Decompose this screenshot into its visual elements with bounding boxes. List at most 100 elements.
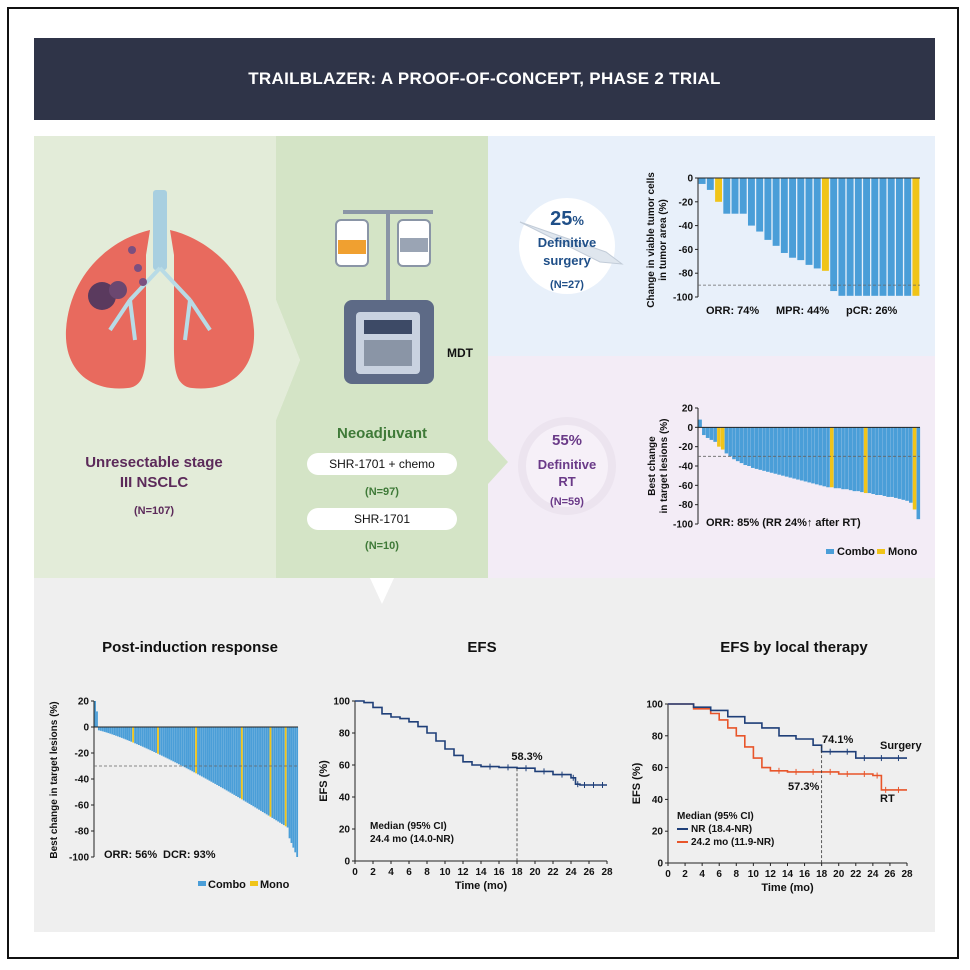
waterfall-bar (909, 427, 913, 503)
waterfall-bar (893, 427, 898, 498)
waterfall-bar (750, 427, 755, 468)
title-bar: TRAILBLAZER: A PROOF-OF-CONCEPT, PHASE 2… (34, 38, 935, 120)
chart-title: Post-induction response (102, 639, 278, 656)
waterfall-bar (879, 178, 887, 296)
waterfall-bar (863, 178, 871, 296)
waterfall-bar (296, 727, 299, 857)
waterfall-bar (895, 178, 903, 296)
waterfall-bar (202, 727, 205, 778)
y-axis-label: EFS (%) (631, 762, 643, 804)
waterfall-bar (143, 727, 146, 748)
page-title: TRAILBLAZER: A PROOF-OF-CONCEPT, PHASE 2… (248, 69, 721, 88)
waterfall-bar (897, 427, 902, 499)
legend-swatch (250, 881, 258, 886)
waterfall-bar (709, 427, 714, 440)
waterfall-bar (852, 427, 857, 492)
median-label: Median (95% CI) (370, 821, 447, 832)
x-tick-label: 6 (406, 867, 412, 878)
x-tick-label: 22 (850, 869, 862, 880)
waterfall-bar (837, 427, 842, 489)
waterfall-bar (813, 178, 821, 269)
waterfall-bar (290, 727, 293, 843)
waterfall-bar (109, 727, 112, 734)
chart-annotation: pCR: 26% (846, 305, 898, 317)
waterfall-bar (200, 727, 203, 777)
waterfall-bar (916, 427, 921, 520)
chart-annotation: ORR: 85% (RR 24%↑ after RT) (706, 517, 861, 529)
waterfall-bar (777, 427, 781, 475)
waterfall-bar (218, 727, 220, 787)
waterfall-bar (239, 727, 241, 799)
x-tick-label: 22 (547, 867, 559, 878)
waterfall-bar (254, 727, 257, 808)
waterfall-bar (713, 427, 717, 442)
x-tick-label: 4 (388, 867, 394, 878)
waterfall-bar (199, 727, 201, 776)
waterfall-bar (826, 427, 830, 488)
legend-label: NR (18.4-NR) (691, 824, 752, 835)
x-tick-label: 18 (511, 867, 523, 878)
waterfall-bar (890, 427, 894, 497)
median-value: 24.4 mo (14.0-NR) (370, 834, 454, 845)
arm1-n: (N=97) (365, 486, 399, 498)
x-tick-label: 26 (583, 867, 595, 878)
x-tick-label: 28 (901, 869, 913, 880)
y-tick-label: -60 (679, 245, 694, 256)
waterfall-bar (103, 727, 106, 732)
y-tick-label: 60 (652, 763, 664, 774)
efs-km-chart: 0 2 4 6 8 10 12 14 16 18 20 22 24 26 28020406080100Tim… (318, 639, 613, 892)
waterfall-bar (193, 727, 196, 773)
waterfall-bar (901, 427, 906, 500)
radiation-icon (526, 425, 608, 507)
y-axis-label: Change in viable tumor cells (646, 172, 657, 308)
rt-waterfall-chart: 20 0 -20 -40 -60 -80 -100 Best change in target … (647, 404, 921, 558)
waterfall-bar (886, 427, 891, 497)
waterfall-bar (833, 427, 838, 489)
waterfall-bar (128, 727, 131, 741)
waterfall-bar (702, 427, 706, 436)
y-tick-label: 20 (339, 825, 351, 836)
waterfall-bar (235, 727, 238, 796)
y-tick-label: 60 (339, 761, 351, 772)
x-tick-label: 12 (457, 867, 469, 878)
waterfall-bar (856, 427, 860, 492)
waterfall-bar (735, 427, 740, 462)
waterfall-bar (754, 427, 759, 469)
waterfall-bar (246, 727, 249, 803)
waterfall-bar (99, 727, 102, 731)
x-tick-label: 18 (816, 869, 828, 880)
waterfall-bar (172, 727, 175, 762)
x-tick-label: 8 (424, 867, 430, 878)
chart-annotation: ORR: 74% (706, 305, 759, 317)
waterfall-bar (860, 427, 864, 493)
waterfall-bar (764, 178, 772, 240)
x-tick-label: 10 (748, 869, 760, 880)
x-tick-label: 26 (884, 869, 896, 880)
y-tick-label: -20 (679, 442, 694, 453)
waterfall-bar (248, 727, 251, 804)
x-tick-label: 2 (682, 869, 688, 880)
iv-pump-icon (335, 210, 434, 384)
waterfall-bar (871, 178, 879, 296)
y-tick-label: -60 (75, 801, 90, 812)
km-annotation: 58.3% (511, 751, 542, 763)
waterfall-bar (294, 727, 297, 853)
mdt-label: MDT (447, 346, 474, 360)
x-tick-label: 20 (833, 869, 845, 880)
waterfall-bar (242, 727, 245, 801)
y-tick-label: 100 (333, 697, 350, 708)
waterfall-bar (227, 727, 230, 792)
results-panel (34, 578, 935, 932)
arm2-label: SHR-1701 (354, 512, 410, 526)
y-tick-label: -100 (673, 293, 693, 304)
waterfall-bar (280, 727, 283, 824)
waterfall-bar (912, 178, 920, 296)
waterfall-bar (223, 727, 226, 790)
waterfall-bar (814, 427, 819, 485)
y-axis-label: EFS (%) (318, 760, 330, 802)
x-axis-label: Time (mo) (455, 880, 508, 892)
waterfall-bar (781, 427, 785, 476)
waterfall-bar (111, 727, 114, 735)
waterfall-bar (846, 178, 854, 296)
